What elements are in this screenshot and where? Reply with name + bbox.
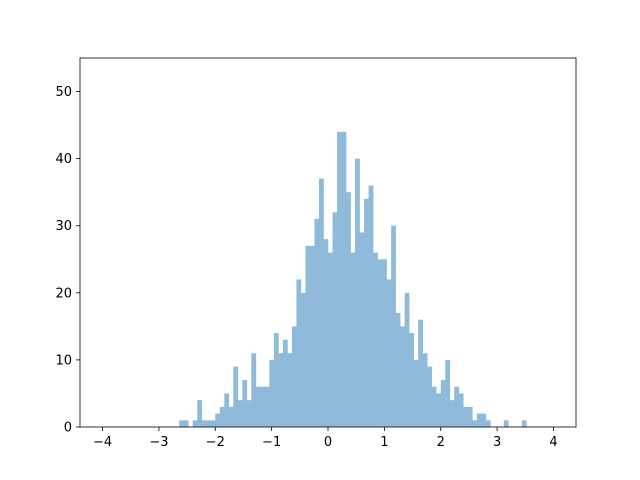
histogram-bar: [242, 380, 248, 427]
histogram-bar: [413, 359, 419, 427]
histogram-bar: [436, 393, 442, 427]
histogram-bar: [467, 406, 473, 427]
histogram-bar: [309, 245, 315, 427]
histogram-bar: [255, 386, 261, 427]
y-tick-label: 40: [55, 152, 72, 167]
histogram-bar: [287, 353, 293, 427]
histogram-bar: [440, 380, 446, 427]
histogram-bar: [224, 393, 230, 427]
histogram-bar: [427, 366, 433, 427]
histogram-bar: [183, 420, 189, 427]
histogram-bar: [206, 420, 212, 427]
histogram-bar: [237, 400, 243, 427]
histogram-bar: [481, 413, 487, 427]
histogram-bar: [323, 239, 329, 427]
x-tick-label: −4: [93, 435, 112, 450]
histogram-bar: [179, 420, 185, 427]
histogram-bar: [373, 252, 378, 427]
histogram-bar: [364, 198, 369, 427]
histogram-bar: [431, 386, 437, 427]
histogram-bar: [355, 158, 360, 427]
histogram-bar: [341, 131, 347, 428]
y-tick-label: 10: [55, 353, 72, 368]
histogram-bar: [228, 406, 234, 427]
x-tick-label: −1: [262, 435, 281, 450]
histogram-bar: [377, 259, 383, 427]
histogram-bar: [215, 413, 221, 427]
histogram-bar: [233, 366, 239, 427]
histogram-bar: [404, 292, 410, 427]
histogram-bar: [409, 333, 414, 427]
histogram-bar: [422, 353, 428, 427]
y-tick-label: 0: [64, 421, 72, 436]
x-tick-label: 2: [437, 435, 445, 450]
y-tick-label: 50: [55, 85, 72, 100]
histogram-bar: [400, 326, 405, 427]
x-axis: −4 −3 −2 −1 0 1 2 3 4: [93, 427, 558, 450]
histogram-bar: [386, 279, 392, 427]
histogram-bar: [192, 420, 198, 427]
histogram-bar: [210, 420, 216, 427]
y-tick-label: 20: [55, 286, 72, 301]
histogram-bar: [201, 420, 207, 427]
histogram-bar: [328, 252, 333, 427]
histogram-bar: [368, 185, 374, 427]
histogram-bar: [273, 333, 279, 427]
y-tick-label: 30: [55, 219, 72, 234]
x-tick-label: 0: [324, 435, 332, 450]
histogram-bar: [219, 406, 225, 427]
histogram-bar: [318, 178, 324, 427]
histogram-bar: [314, 219, 320, 427]
x-tick-label: −2: [206, 435, 225, 450]
x-tick-label: −3: [149, 435, 168, 450]
histogram-bar: [472, 420, 478, 427]
histogram-bars: [179, 131, 527, 428]
histogram-bar: [269, 359, 275, 427]
histogram-bar: [485, 420, 491, 427]
histogram-bar: [359, 232, 365, 427]
histogram-bar: [350, 252, 356, 427]
histogram-bar: [391, 225, 396, 427]
histogram-bar: [395, 312, 401, 427]
histogram-bar: [458, 393, 464, 427]
histogram-bar: [503, 420, 509, 427]
histogram-bar: [445, 359, 451, 427]
histogram-bar: [418, 319, 423, 427]
y-axis: 0 10 20 30 40 50: [55, 85, 80, 436]
histogram-bar: [282, 339, 288, 427]
histogram-bar: [264, 386, 270, 427]
histogram-bar: [337, 131, 342, 428]
histogram-bar: [291, 326, 297, 427]
histogram-bar: [521, 420, 527, 427]
histogram-bar: [246, 400, 252, 427]
x-tick-label: 4: [549, 435, 557, 450]
histogram-bar: [305, 245, 311, 427]
histogram-bar: [197, 400, 203, 427]
histogram-bar: [449, 400, 455, 427]
histogram-bar: [278, 353, 284, 427]
histogram-bar: [332, 212, 338, 427]
histogram-bar: [251, 353, 257, 427]
histogram-bar: [260, 386, 266, 427]
histogram-bar: [296, 279, 302, 427]
histogram-bar: [454, 386, 460, 427]
x-tick-label: 1: [380, 435, 388, 450]
histogram-bar: [382, 259, 387, 427]
histogram-bar: [300, 292, 306, 427]
histogram-bar: [463, 406, 469, 427]
x-tick-label: 3: [493, 435, 501, 450]
histogram-bar: [346, 192, 351, 427]
histogram-bar: [476, 413, 482, 427]
